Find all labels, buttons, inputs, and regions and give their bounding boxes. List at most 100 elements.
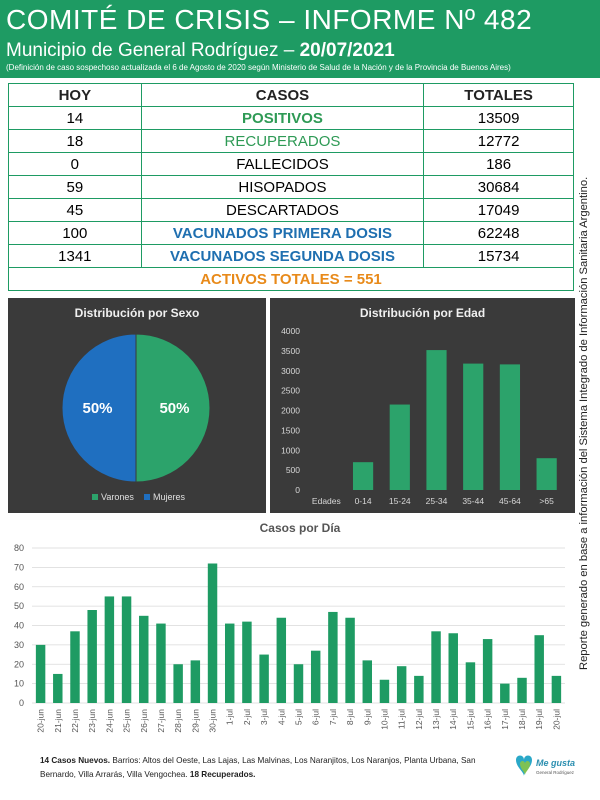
x-tick-label: 17-jul — [500, 709, 510, 730]
x-tick-label: 6-jul — [311, 709, 321, 725]
y-tick-label: 3500 — [281, 346, 300, 356]
x-tick-label: 19-jul — [534, 709, 544, 730]
x-tick-label: 21-jun — [53, 709, 63, 733]
caso-cell: DESCARTADOS — [140, 198, 425, 222]
day-bar-23-jun — [87, 610, 97, 703]
table-row: 14 POSITIVOS 13509 — [8, 106, 574, 130]
total-cell: 13509 — [423, 106, 574, 130]
age-distribution-panel: Distribución por Edad 0 500 1000 1500 2000 25… — [270, 298, 575, 513]
x-tick-label: 35-44 — [462, 496, 484, 506]
day-bar-21-jun — [53, 673, 63, 703]
day-bar-18-jul — [517, 677, 527, 703]
day-bar-16-jul — [482, 639, 493, 703]
total-cell: 17049 — [423, 198, 574, 222]
y-tick-label: 2500 — [281, 386, 300, 396]
table-row: 18 RECUPERADOS 12772 — [8, 129, 574, 153]
me-gusta-logo: Me gusta General Rodríguez — [516, 755, 575, 776]
sex-chart-title: Distribución por Sexo — [74, 306, 200, 320]
y-tick-label: 4000 — [281, 326, 300, 336]
hoy-cell: 45 — [8, 198, 142, 222]
x-tick-label: 29-jun — [190, 709, 200, 733]
age-bar->65 — [536, 458, 557, 490]
municipality-label: Municipio de General Rodríguez – — [6, 40, 300, 61]
pie-slice-varones — [135, 333, 211, 483]
day-bar-5-jul — [293, 664, 304, 703]
x-tick-label: >65 — [539, 496, 554, 506]
x-tick-label: 23-jun — [87, 709, 97, 733]
legend-swatch-varones — [92, 494, 98, 500]
total-cell: 186 — [423, 152, 574, 176]
day-bar-12-jul — [414, 675, 424, 703]
total-cell: 62248 — [423, 221, 574, 245]
cases-table: HOY CASOS TOTALES 14 POSITIVOS 13509 18 … — [8, 83, 574, 291]
day-bar-1-jul — [224, 623, 235, 703]
x-tick-label: 14-jul — [448, 709, 458, 730]
legend-label-mujeres: Mujeres — [153, 492, 186, 502]
day-bar-26-jun — [139, 615, 149, 703]
caso-cell: POSITIVOS — [140, 106, 425, 130]
age-bar-45-64 — [499, 364, 521, 490]
caso-cell: VACUNADOS PRIMERA DOSIS — [140, 221, 425, 245]
table-row: 0 FALLECIDOS 186 — [8, 152, 574, 176]
logo-line2: General Rodríguez — [536, 770, 575, 775]
y-tick-label: 2000 — [281, 406, 300, 416]
logo-heart-inner-icon — [520, 761, 530, 775]
caso-cell: RECUPERADOS — [140, 129, 425, 153]
x-tick-label: 2-jul — [242, 709, 252, 725]
pie-label-mujeres: 50% — [83, 400, 113, 417]
hoy-cell: 59 — [8, 175, 142, 199]
total-cell: 12772 — [423, 129, 574, 153]
x-tick-label: 13-jul — [431, 709, 441, 730]
day-bar-19-jul — [534, 635, 544, 703]
x-tick-label: 3-jul — [259, 709, 269, 725]
age-bar-35-44 — [463, 363, 484, 490]
source-note: Reporte generado en base a información d… — [578, 176, 590, 670]
legend-swatch-mujeres — [144, 494, 150, 500]
hoy-cell: 18 — [8, 129, 142, 153]
table-header-row: HOY CASOS TOTALES — [8, 83, 574, 107]
new-cases-lead: 14 Casos Nuevos. — [40, 756, 111, 765]
y-tick-label: 50 — [14, 601, 24, 611]
y-tick-label: 20 — [14, 659, 24, 669]
header-casos: CASOS — [140, 83, 425, 107]
table-row: 100 VACUNADOS PRIMERA DOSIS 62248 — [8, 221, 574, 245]
x-tick-label: 18-jul — [517, 709, 527, 730]
x-tick-label: 9-jul — [362, 709, 372, 725]
hoy-cell: 1341 — [8, 244, 142, 268]
logo-line1: Me gusta — [536, 758, 575, 768]
day-bar-10-jul — [379, 679, 390, 703]
day-bar-3-jul — [259, 654, 269, 703]
y-tick-label: 70 — [14, 562, 24, 572]
sex-distribution-panel: Distribución por Sexo 50% 50% Varones Mujer… — [8, 298, 266, 513]
y-tick-label: 60 — [14, 582, 24, 592]
day-bar-25-jun — [121, 596, 132, 703]
table-row: 45 DESCARTADOS 17049 — [8, 198, 574, 222]
y-tick-label: 1000 — [281, 445, 300, 455]
x-tick-label: 7-jul — [328, 709, 338, 725]
daily-chart-title: Casos por Día — [260, 521, 341, 535]
x-tick-label: 24-jun — [104, 709, 114, 733]
y-tick-label: 0 — [19, 698, 24, 708]
y-tick-label: 1500 — [281, 425, 300, 435]
day-bar-27-jun — [156, 623, 166, 703]
x-tick-label: 30-jun — [208, 709, 218, 733]
table-row: 59 HISOPADOS 30684 — [8, 175, 574, 199]
footer-note: 14 Casos Nuevos. Barrios: Altos del Oest… — [40, 754, 510, 782]
day-bar-24-jun — [104, 596, 115, 703]
y-tick-label: 80 — [14, 543, 24, 553]
x-tick-label: 10-jul — [379, 709, 389, 730]
day-bar-4-jul — [276, 617, 287, 703]
barrios-text: Barrios: Altos del Oeste, Las Lajas, Las… — [40, 756, 476, 779]
activos-row: ACTIVOS TOTALES = 551 — [8, 267, 574, 291]
recovered-tail: 18 Recuperados. — [189, 770, 256, 779]
total-cell: 15734 — [423, 244, 574, 268]
x-tick-label: 26-jun — [139, 709, 149, 733]
day-bar-28-jun — [173, 664, 183, 703]
y-tick-label: 10 — [14, 679, 24, 689]
x-tick-label: 22-jun — [70, 709, 80, 733]
caso-cell: HISOPADOS — [140, 175, 425, 199]
legend-label-varones: Varones — [101, 492, 134, 502]
day-bar-20-jul — [551, 675, 562, 703]
day-bar-11-jul — [396, 666, 407, 703]
caso-cell: VACUNADOS SEGUNDA DOSIS — [140, 244, 425, 268]
